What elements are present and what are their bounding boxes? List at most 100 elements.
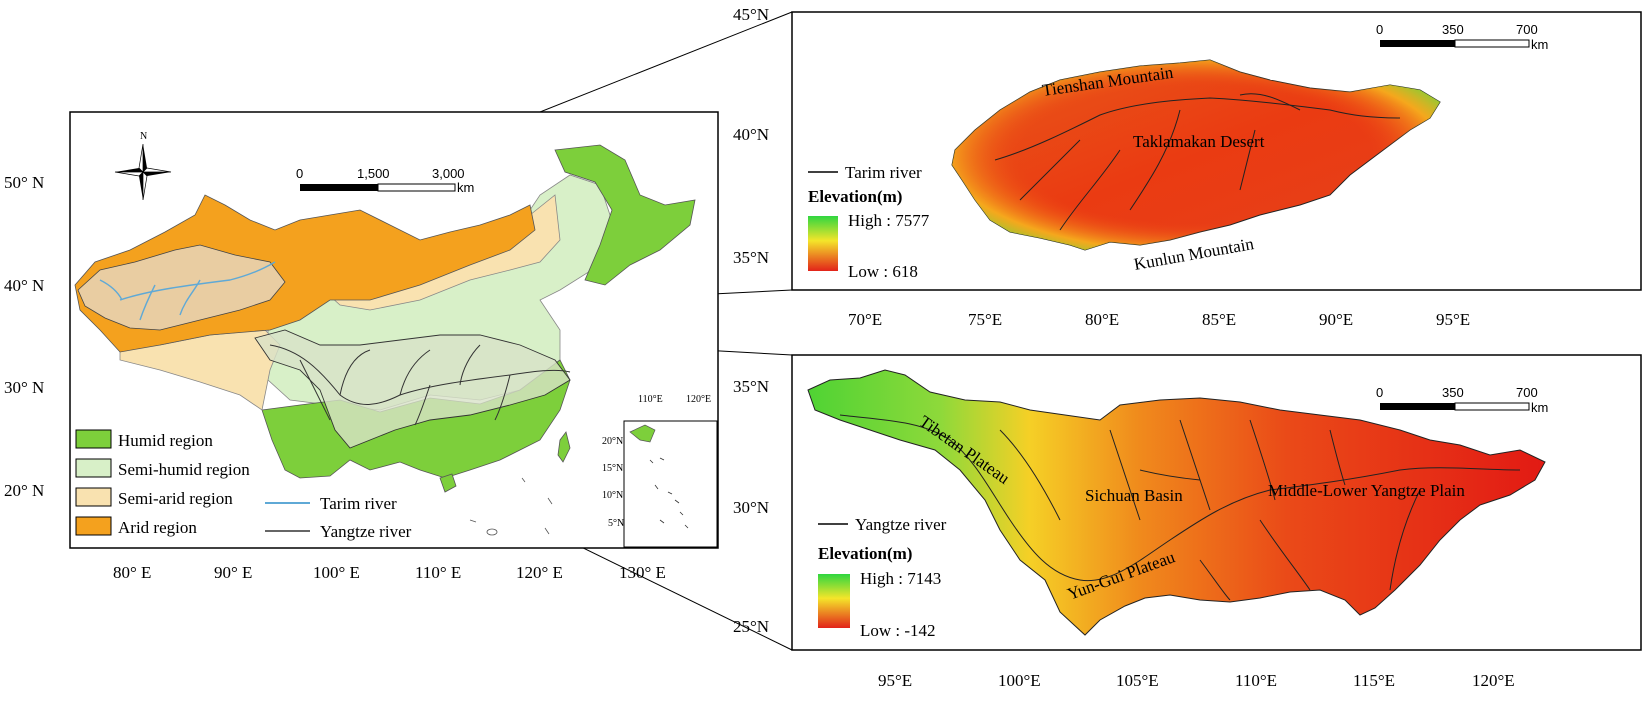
lat-tick: 40°N xyxy=(733,125,769,144)
legend-label: Humid region xyxy=(118,431,213,450)
compass-rose-icon: N xyxy=(114,131,172,201)
lat-tick: 45°N xyxy=(733,5,769,24)
climate-legend: Humid region Semi-humid region Semi-arid… xyxy=(75,429,412,541)
scale-label: 350 xyxy=(1442,385,1464,400)
sichuan-basin-label: Sichuan Basin xyxy=(1085,486,1183,505)
scale-label: 350 xyxy=(1442,22,1464,37)
elevation-title: Elevation(m) xyxy=(808,187,902,206)
scale-label: 3,000 xyxy=(432,166,465,181)
scale-unit: km xyxy=(1531,37,1548,52)
legend-label: Tarim river xyxy=(320,494,397,513)
yangtze-scale-bar: 0 350 700 km xyxy=(1376,385,1548,415)
lon-tick: 110°E xyxy=(1235,671,1277,690)
tarim-river-legend-label: Tarim river xyxy=(845,163,922,182)
tarim-river-lines xyxy=(99,261,276,321)
tarim-basin-overlay xyxy=(77,244,286,331)
tarim-lat-ticks: 45°N 40°N 35°N xyxy=(733,5,769,267)
elevation-colorbar xyxy=(808,216,838,271)
china-lon-ticks: 80° E 90° E 100° E 110° E 120° E 130° E xyxy=(113,563,666,582)
inset-lat-tick: 10°N xyxy=(602,490,623,501)
yangtze-lon-ticks: 95°E 100°E 105°E 110°E 115°E 120°E xyxy=(878,671,1515,690)
yangtze-river-lines xyxy=(269,344,571,426)
lon-tick: 90°E xyxy=(1319,310,1353,329)
south-china-sea-inset: 110°E 120°E 20°N 15°N 10°N 5°N xyxy=(602,394,718,548)
lon-tick: 115°E xyxy=(1353,671,1395,690)
legend-label: Semi-humid region xyxy=(118,460,250,479)
lat-tick: 35°N xyxy=(733,377,769,396)
elevation-high-label: High : 7143 xyxy=(860,569,941,588)
lon-tick: 80°E xyxy=(1085,310,1119,329)
tarim-scale-bar: 0 350 700 km xyxy=(1376,22,1548,52)
lat-tick: 40° N xyxy=(4,276,44,295)
legend-swatch-arid xyxy=(75,516,112,536)
elevation-title: Elevation(m) xyxy=(818,544,912,563)
inset-lat-tick: 5°N xyxy=(608,518,624,529)
lat-tick: 35°N xyxy=(733,248,769,267)
scale-label: 700 xyxy=(1516,22,1538,37)
inset-lon-tick: 110°E xyxy=(638,394,663,405)
humid-northeast-area xyxy=(554,144,696,286)
scale-label: 1,500 xyxy=(357,166,390,181)
yangtze-river-legend-label: Yangtze river xyxy=(855,515,947,534)
china-map: 110°E 120°E 20°N 15°N 10°N 5°N N 0 1,500… xyxy=(4,111,719,582)
yangtze-rivers xyxy=(839,414,1521,601)
scale-label: 0 xyxy=(1376,385,1383,400)
yangtze-basin-area xyxy=(807,369,1546,636)
elevation-colorbar xyxy=(818,574,850,628)
lat-tick: 30°N xyxy=(733,498,769,517)
lon-tick: 85°E xyxy=(1202,310,1236,329)
scale-label: 700 xyxy=(1516,385,1538,400)
lon-tick: 95°E xyxy=(1436,310,1470,329)
lat-tick: 20° N xyxy=(4,481,44,500)
elevation-high-label: High : 7577 xyxy=(848,211,930,230)
elevation-low-label: Low : 618 xyxy=(848,262,918,281)
scale-unit: km xyxy=(1531,400,1548,415)
taklamakan-label: Taklamakan Desert xyxy=(1133,132,1265,151)
lon-tick: 120°E xyxy=(1472,671,1515,690)
lon-tick: 120° E xyxy=(516,563,563,582)
hainan-island xyxy=(439,473,457,493)
taiwan-island xyxy=(557,431,571,463)
yangtze-basin-map: Tibetan Plateau Sichuan Basin Middle-Low… xyxy=(733,354,1642,690)
compass-north-label: N xyxy=(140,131,147,142)
inset-lat-tick: 20°N xyxy=(602,436,623,447)
china-scale-bar: 0 1,500 3,000 km xyxy=(296,166,474,195)
legend-label: Arid region xyxy=(118,518,197,537)
yangtze-lat-ticks: 35°N 30°N 25°N xyxy=(733,377,769,636)
lon-tick: 95°E xyxy=(878,671,912,690)
scale-label: 0 xyxy=(296,166,303,181)
lon-tick: 130° E xyxy=(619,563,666,582)
lat-tick: 50° N xyxy=(4,173,44,192)
south-sea-islets xyxy=(469,477,553,536)
lon-tick: 105°E xyxy=(1116,671,1159,690)
elevation-low-label: Low : -142 xyxy=(860,621,936,640)
lon-tick: 100° E xyxy=(313,563,360,582)
lat-tick: 30° N xyxy=(4,378,44,397)
lon-tick: 110° E xyxy=(415,563,461,582)
scale-label: 0 xyxy=(1376,22,1383,37)
lon-tick: 100°E xyxy=(998,671,1041,690)
tarim-basin-map: Tienshan Mountain Taklamakan Desert Kunl… xyxy=(733,5,1642,329)
tarim-basin-edge-shading xyxy=(952,60,1440,250)
lon-tick: 90° E xyxy=(214,563,252,582)
lon-tick: 80° E xyxy=(113,563,151,582)
tarim-lon-ticks: 70°E 75°E 80°E 85°E 90°E 95°E xyxy=(848,310,1470,329)
legend-swatch-semi-humid xyxy=(75,458,112,478)
legend-swatch-humid xyxy=(75,429,112,449)
lon-tick: 70°E xyxy=(848,310,882,329)
lat-tick: 25°N xyxy=(733,617,769,636)
legend-label: Yangtze river xyxy=(320,522,412,541)
legend-swatch-semi-arid xyxy=(75,487,112,507)
scale-unit: km xyxy=(457,180,474,195)
lon-tick: 75°E xyxy=(968,310,1002,329)
inset-lat-tick: 15°N xyxy=(602,463,623,474)
china-lat-ticks: 50° N 40° N 30° N 20° N xyxy=(4,173,44,500)
yangtze-plain-label: Middle-Lower Yangtze Plain xyxy=(1268,481,1465,500)
yangtze-legend: Yangtze river Elevation(m) High : 7143 L… xyxy=(818,515,947,640)
yangtze-basin-overlay xyxy=(254,329,571,449)
tarim-rivers xyxy=(994,93,1401,231)
legend-label: Semi-arid region xyxy=(118,489,233,508)
inset-lon-tick: 120°E xyxy=(686,394,711,405)
tarim-legend: Tarim river Elevation(m) High : 7577 Low… xyxy=(808,163,930,281)
